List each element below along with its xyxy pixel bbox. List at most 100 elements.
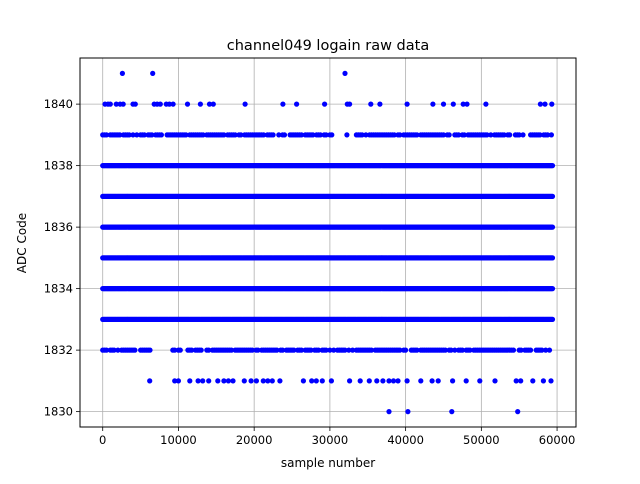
data-point: [377, 101, 383, 107]
y-tick-label: 1838: [44, 159, 73, 173]
data-point: [405, 409, 411, 415]
data-point: [363, 132, 369, 138]
data-point: [206, 347, 212, 353]
data-point: [548, 132, 555, 138]
data-point: [542, 101, 548, 107]
data-point: [467, 347, 473, 353]
data-point: [113, 101, 119, 107]
data-point: [308, 347, 314, 353]
data-point: [350, 347, 356, 353]
data-point: [130, 132, 136, 138]
data-point: [549, 286, 556, 292]
data-point: [403, 347, 409, 353]
data-point: [342, 70, 348, 76]
data-point: [435, 378, 441, 384]
data-point: [477, 378, 483, 384]
data-point: [253, 378, 259, 384]
data-point: [456, 132, 462, 138]
data-point: [328, 378, 334, 384]
data-point: [404, 101, 410, 107]
y-axis-label: ADC Code: [15, 213, 29, 273]
data-point: [310, 132, 316, 138]
data-point: [390, 378, 397, 384]
data-point: [537, 132, 543, 138]
data-point: [549, 316, 556, 322]
data-point: [280, 347, 286, 353]
data-point: [107, 101, 113, 107]
data-point: [452, 347, 458, 353]
data-point: [488, 132, 494, 138]
data-point: [269, 378, 275, 384]
data-point: [206, 378, 212, 384]
data-point: [141, 132, 147, 138]
data-point: [309, 378, 315, 384]
y-tick-label: 1830: [44, 405, 73, 419]
data-point: [545, 132, 551, 138]
data-point: [315, 347, 322, 353]
data-point: [501, 132, 507, 138]
data-point: [195, 378, 201, 384]
data-point: [549, 224, 556, 230]
data-point: [265, 378, 271, 384]
data-point: [150, 70, 156, 76]
data-point: [513, 378, 519, 384]
data-point: [255, 347, 261, 353]
data-point: [510, 347, 517, 353]
x-tick-label: 50000: [463, 433, 500, 447]
data-point: [157, 101, 163, 107]
data-point: [232, 132, 238, 138]
data-point: [391, 132, 397, 138]
data-point: [549, 163, 556, 169]
x-tick-label: 0: [99, 433, 106, 447]
data-point: [520, 132, 526, 138]
data-point: [238, 132, 244, 138]
data-point: [446, 132, 452, 138]
data-point: [450, 101, 456, 107]
data-point: [277, 378, 283, 384]
data-point: [298, 347, 305, 353]
data-point: [134, 132, 140, 138]
data-point: [103, 347, 110, 353]
data-point: [518, 347, 524, 353]
data-point: [366, 378, 372, 384]
data-point: [450, 378, 456, 384]
data-point: [540, 378, 547, 384]
data-point: [300, 378, 306, 384]
data-point: [347, 378, 353, 384]
data-point: [322, 101, 328, 107]
data-point: [440, 101, 447, 107]
data-point: [249, 347, 255, 353]
data-point: [442, 347, 448, 353]
data-point: [183, 132, 189, 138]
data-point: [492, 378, 498, 384]
y-tick-label: 1836: [44, 220, 73, 234]
data-point: [464, 101, 470, 107]
data-point: [347, 101, 353, 107]
data-point: [374, 378, 380, 384]
plot-area-frame: [79, 57, 577, 428]
data-point: [404, 378, 410, 384]
x-tick-label: 20000: [236, 433, 273, 447]
data-point: [530, 378, 536, 384]
data-point: [119, 70, 125, 76]
data-point: [380, 378, 386, 384]
data-point: [460, 101, 466, 107]
data-point: [429, 378, 435, 384]
data-point: [200, 132, 206, 138]
data-point: [281, 132, 288, 138]
data-point: [172, 378, 178, 384]
data-point: [166, 101, 172, 107]
data-point: [270, 132, 276, 138]
y-axis-ticks: 1830 1832 1834 1836 1838 1840: [44, 97, 80, 419]
data-point: [440, 132, 447, 138]
data-point: [518, 378, 524, 384]
y-tick-label: 1834: [44, 282, 73, 296]
data-point: [397, 132, 403, 138]
data-point: [539, 347, 545, 353]
data-point: [225, 378, 231, 384]
data-point: [323, 132, 329, 138]
data-point: [543, 347, 549, 353]
data-point: [549, 193, 556, 199]
